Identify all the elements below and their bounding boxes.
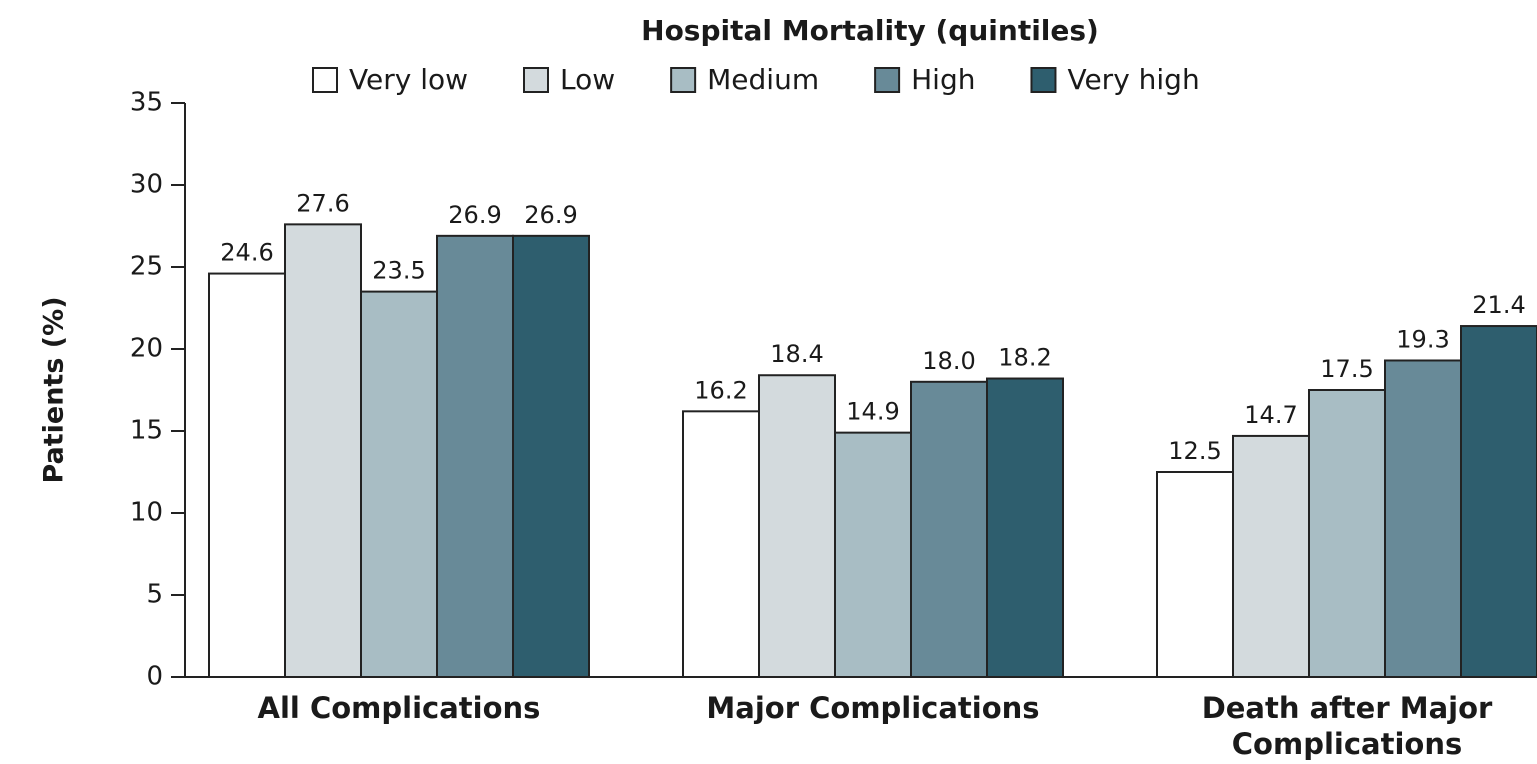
bar: [758, 374, 836, 678]
y-tick-label: 0: [146, 662, 163, 692]
legend-label: High: [911, 63, 975, 96]
value-label: 18.0: [922, 347, 975, 375]
bar: [682, 410, 760, 678]
bar: [1308, 389, 1386, 678]
bar: [834, 431, 912, 679]
value-label: 19.3: [1396, 325, 1449, 353]
legend-label: Very high: [1067, 63, 1199, 96]
chart-title: Hospital Mortality (quintiles): [641, 14, 1099, 47]
y-tick-label: 35: [130, 88, 163, 118]
value-label: 27.6: [296, 189, 349, 217]
legend-swatch: [523, 67, 549, 93]
x-tick-label: Death after Major Complications: [1201, 691, 1493, 761]
y-tick-label: 15: [130, 416, 163, 446]
y-tick-label: 25: [130, 252, 163, 282]
value-label: 16.2: [694, 376, 747, 404]
y-tick-label: 30: [130, 170, 163, 200]
legend-label: Very low: [349, 63, 468, 96]
value-label: 21.4: [1472, 291, 1525, 319]
bar: [1156, 471, 1234, 678]
value-label: 18.4: [770, 340, 823, 368]
value-label: 24.6: [220, 239, 273, 267]
value-label: 18.2: [998, 344, 1051, 372]
value-label: 12.5: [1168, 437, 1221, 465]
bar: [1232, 434, 1310, 679]
legend-label: Medium: [707, 63, 819, 96]
value-label: 26.9: [524, 201, 577, 229]
bar: [512, 234, 590, 678]
bar: [436, 234, 514, 678]
legend-swatch: [312, 67, 338, 93]
legend-label: Low: [560, 63, 615, 96]
y-axis-label: Patients (%): [39, 296, 70, 483]
value-label: 14.9: [846, 398, 899, 426]
value-label: 23.5: [372, 257, 425, 285]
value-label: 17.5: [1320, 355, 1373, 383]
bar: [1384, 359, 1462, 678]
legend-swatch: [874, 67, 901, 93]
legend-swatch: [1030, 67, 1057, 93]
x-tick-label: Major Complications: [706, 691, 1040, 725]
bar: [284, 223, 362, 679]
y-tick-label: 20: [130, 334, 163, 364]
bar: [208, 272, 286, 678]
bar: [1460, 325, 1537, 678]
value-label: 14.7: [1244, 401, 1297, 429]
y-tick-label: 5: [146, 580, 163, 610]
legend-swatch: [670, 67, 697, 93]
x-tick-label: All Complications: [257, 691, 541, 725]
bar: [910, 380, 988, 678]
value-label: 26.9: [448, 201, 501, 229]
bar: [986, 377, 1064, 678]
bar: [360, 290, 438, 678]
y-tick-label: 10: [130, 498, 163, 528]
